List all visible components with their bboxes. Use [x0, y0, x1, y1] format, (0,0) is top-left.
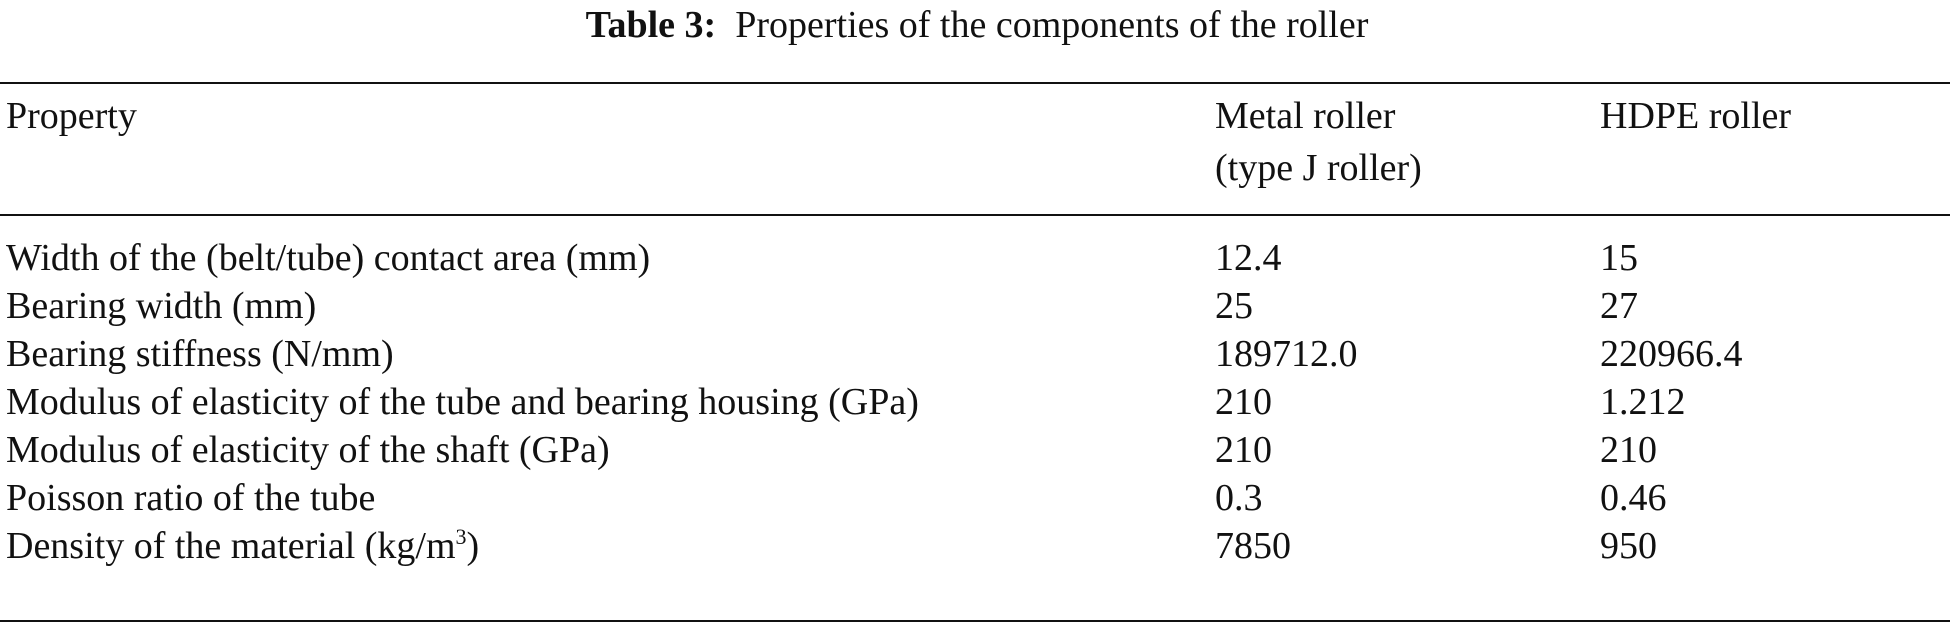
cell-metal: 189712.0 [1215, 333, 1358, 375]
cell-metal: 7850 [1215, 525, 1291, 567]
table-title: Properties of the components of the roll… [735, 4, 1369, 46]
cell-metal: 0.3 [1215, 477, 1263, 519]
table-number: Table 3: [585, 4, 717, 46]
cell-property: Width of the (belt/tube) contact area (m… [6, 237, 651, 279]
table-row: Density of the material (kg/m3) 7850 950 [0, 520, 1950, 572]
cell-metal: 25 [1215, 285, 1253, 327]
header-metal-roller-type: (type J roller) [1215, 147, 1422, 189]
cell-property: Modulus of elasticity of the shaft (GPa) [6, 429, 610, 471]
bottom-rule [0, 620, 1950, 622]
table-caption: Table 3: Properties of the components of… [0, 2, 1954, 48]
cell-property: Density of the material (kg/m3) [6, 520, 479, 572]
table-row: Poisson ratio of the tube 0.3 0.46 [0, 472, 1950, 524]
cell-hdpe: 27 [1600, 285, 1638, 327]
cell-hdpe: 15 [1600, 237, 1638, 279]
header-property: Property [6, 95, 137, 137]
cell-property-text: Density of the material (kg/m [6, 525, 456, 567]
header-rule [0, 214, 1950, 216]
header-hdpe-roller: HDPE roller [1600, 95, 1792, 137]
superscript-exponent: 3 [455, 524, 467, 549]
cell-property: Bearing stiffness (N/mm) [6, 333, 394, 375]
cell-hdpe: 950 [1600, 525, 1657, 567]
cell-hdpe: 1.212 [1600, 381, 1686, 423]
cell-metal: 210 [1215, 429, 1272, 471]
cell-hdpe: 220966.4 [1600, 333, 1743, 375]
cell-property: Poisson ratio of the tube [6, 477, 376, 519]
table-row: Bearing stiffness (N/mm) 189712.0 220966… [0, 328, 1950, 380]
cell-hdpe: 0.46 [1600, 477, 1667, 519]
table-row: Width of the (belt/tube) contact area (m… [0, 232, 1950, 284]
top-rule [0, 82, 1950, 84]
header-metal-roller: Metal roller [1215, 95, 1396, 137]
table-row: Bearing width (mm) 25 27 [0, 280, 1950, 332]
cell-hdpe: 210 [1600, 429, 1657, 471]
table-row: Modulus of elasticity of the shaft (GPa)… [0, 424, 1950, 476]
cell-property-close: ) [466, 525, 480, 567]
cell-metal: 210 [1215, 381, 1272, 423]
cell-metal: 12.4 [1215, 237, 1282, 279]
table-row: Modulus of elasticity of the tube and be… [0, 376, 1950, 428]
cell-property: Bearing width (mm) [6, 285, 317, 327]
cell-property: Modulus of elasticity of the tube and be… [6, 381, 919, 423]
